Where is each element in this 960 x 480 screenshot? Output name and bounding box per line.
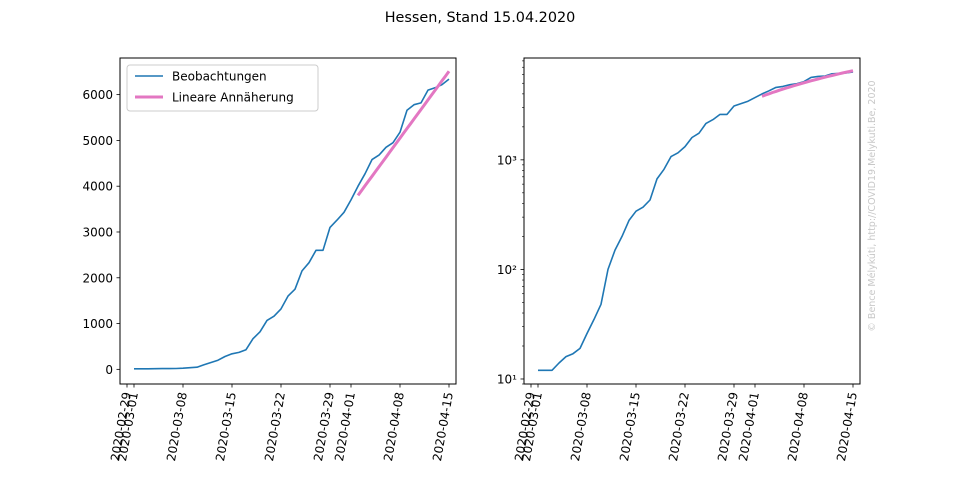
x-tick-label: 2020-03-22 <box>262 391 288 462</box>
y-tick-label: 4000 <box>82 180 113 194</box>
y-tick-label: 3000 <box>82 225 113 239</box>
x-tick-label: 2020-04-15 <box>834 391 860 462</box>
x-tick-label: 2020-04-01 <box>736 391 762 462</box>
left-chart-panel: 01000200030004000500060002020-02-292020-… <box>82 57 457 462</box>
legend-label-observations: Beobachtungen <box>172 70 267 84</box>
x-tick-label: 2020-03-15 <box>617 391 643 462</box>
linear-fit-series-line <box>761 69 854 98</box>
x-tick-label: 2020-04-15 <box>430 391 456 462</box>
x-tick-label: 2020-03-08 <box>568 391 594 462</box>
x-tick-label: 2020-03-22 <box>666 391 692 462</box>
y-tick-label: 5000 <box>82 134 113 148</box>
legend-label-linear-fit: Lineare Annäherung <box>172 91 294 105</box>
y-tick-label: 1000 <box>82 317 113 331</box>
y-tick-label: 0 <box>105 363 113 377</box>
axes-frame <box>523 57 861 385</box>
x-tick-label: 2020-04-08 <box>381 391 407 462</box>
y-tick-label: 10¹ <box>497 372 517 386</box>
observations-series-line <box>134 78 450 370</box>
figure-title: Hessen, Stand 15.04.2020 <box>385 10 576 26</box>
observations-series-line <box>538 71 854 372</box>
x-tick-label: 2020-04-01 <box>332 391 358 462</box>
watermark-text: © Bence Mélykúti, http://COVID19.Melykut… <box>867 80 878 331</box>
x-tick-label: 2020-04-08 <box>785 391 811 462</box>
linear-fit-series-line <box>356 70 451 197</box>
legend-box <box>126 64 319 112</box>
y-tick-label: 10² <box>497 263 517 277</box>
x-tick-label: 2020-03-15 <box>213 391 239 462</box>
y-tick-label: 10³ <box>497 153 517 167</box>
axes-frame <box>119 57 457 385</box>
y-tick-label: 2000 <box>82 271 113 285</box>
x-tick-label: 2020-03-08 <box>164 391 190 462</box>
y-tick-label: 6000 <box>82 88 113 102</box>
